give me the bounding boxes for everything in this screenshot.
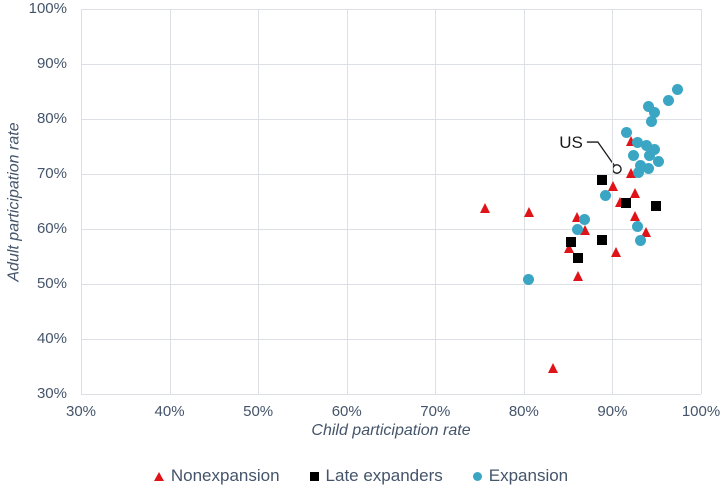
- data-point-expansion: [644, 150, 656, 162]
- grid-line-horizontal: [81, 64, 701, 65]
- y-tick-label: 100%: [28, 0, 67, 17]
- x-tick-label: 40%: [154, 403, 185, 420]
- x-tick-label: 50%: [243, 403, 274, 420]
- legend-square-icon: [309, 471, 319, 481]
- data-point-nonexpansion: [580, 225, 591, 236]
- data-point-expansion: [645, 115, 657, 127]
- x-tick-label: 100%: [681, 403, 721, 420]
- data-point-expansion: [649, 143, 661, 155]
- data-point-nonexpansion: [607, 181, 618, 192]
- x-axis-title: Child participation rate: [311, 422, 471, 439]
- x-tick-label: 90%: [597, 403, 628, 420]
- data-point-expansion: [662, 94, 674, 106]
- y-tick-label: 60%: [36, 220, 67, 237]
- x-tick-label: 80%: [508, 403, 539, 420]
- data-point-expansion: [640, 139, 652, 151]
- data-point-expansion: [621, 126, 633, 138]
- grid-line-vertical: [346, 9, 348, 394]
- legend-item-late-expanders: Late expanders: [309, 466, 443, 486]
- data-point-nonexpansion: [571, 211, 582, 222]
- grid-line-horizontal: [81, 9, 701, 10]
- data-point-expansion: [572, 224, 584, 236]
- grid-line-horizontal: [81, 119, 701, 120]
- legend-triangle-icon: [153, 471, 164, 481]
- data-point-late-expanders: [596, 175, 607, 186]
- x-tick-label: 60%: [331, 403, 362, 420]
- data-point-nonexpansion: [629, 210, 640, 221]
- data-point-expansion: [635, 235, 647, 247]
- y-tick-label: 70%: [36, 165, 67, 182]
- grid-line-vertical: [612, 9, 614, 394]
- data-point-expansion: [643, 163, 655, 174]
- grid-line-vertical: [258, 9, 260, 394]
- data-point-expansion: [522, 274, 534, 286]
- data-point-nonexpansion: [573, 270, 584, 281]
- data-point-expansion: [648, 106, 660, 118]
- y-tick-label: 30%: [36, 385, 67, 402]
- data-point-nonexpansion: [629, 188, 640, 199]
- data-point-expansion: [579, 214, 591, 226]
- data-point-late-expanders: [620, 198, 631, 209]
- us-annotation-label: US: [559, 133, 583, 153]
- legend: Nonexpansion Late expanders Expansion: [0, 466, 722, 486]
- data-point-nonexpansion: [480, 203, 491, 214]
- data-point-nonexpansion: [641, 226, 652, 237]
- data-point-nonexpansion: [614, 197, 625, 208]
- grid-line-horizontal: [81, 394, 701, 395]
- data-point-nonexpansion: [625, 136, 636, 146]
- y-tick-label: 40%: [36, 330, 67, 347]
- grid-line-horizontal: [81, 284, 701, 285]
- legend-label: Expansion: [488, 466, 569, 485]
- grid-line-horizontal: [81, 229, 701, 230]
- data-point-nonexpansion: [563, 243, 574, 254]
- data-point-expansion: [652, 155, 664, 167]
- us-open-circle-marker: [611, 164, 622, 174]
- data-point-expansion: [632, 166, 644, 178]
- data-point-nonexpansion: [523, 206, 534, 217]
- grid-line-vertical: [435, 9, 437, 394]
- us-leader-line: [586, 141, 615, 166]
- grid-line-horizontal: [81, 174, 701, 175]
- y-tick-label: 90%: [36, 55, 67, 72]
- data-point-expansion: [628, 149, 640, 161]
- grid-line-vertical: [701, 9, 702, 394]
- grid-line-horizontal: [81, 339, 701, 340]
- legend-label: Late expanders: [325, 466, 443, 485]
- x-tick-label: 30%: [65, 403, 97, 420]
- legend-circle-icon: [472, 471, 482, 481]
- data-point-expansion: [631, 220, 643, 232]
- grid-line-vertical: [81, 9, 82, 394]
- legend-item-expansion: Expansion: [472, 466, 569, 486]
- data-point-expansion: [599, 189, 611, 201]
- data-point-nonexpansion: [625, 167, 636, 178]
- data-point-expansion: [671, 83, 683, 95]
- x-tick-label: 70%: [420, 403, 451, 420]
- data-point-late-expanders: [596, 235, 607, 245]
- legend-label: Nonexpansion: [170, 466, 280, 485]
- data-point-nonexpansion: [611, 247, 622, 258]
- data-point-nonexpansion: [547, 363, 558, 374]
- data-point-late-expanders: [572, 253, 583, 264]
- legend-item-nonexpansion: Nonexpansion: [153, 466, 280, 486]
- grid-line-vertical: [523, 9, 525, 394]
- grid-line-vertical: [169, 9, 171, 394]
- data-point-expansion: [643, 100, 655, 112]
- y-tick-label: 80%: [36, 110, 67, 127]
- data-point-late-expanders: [650, 200, 661, 211]
- data-point-late-expanders: [565, 237, 576, 248]
- y-tick-label: 50%: [36, 275, 67, 292]
- data-point-expansion: [631, 136, 643, 148]
- data-point-expansion: [635, 160, 647, 172]
